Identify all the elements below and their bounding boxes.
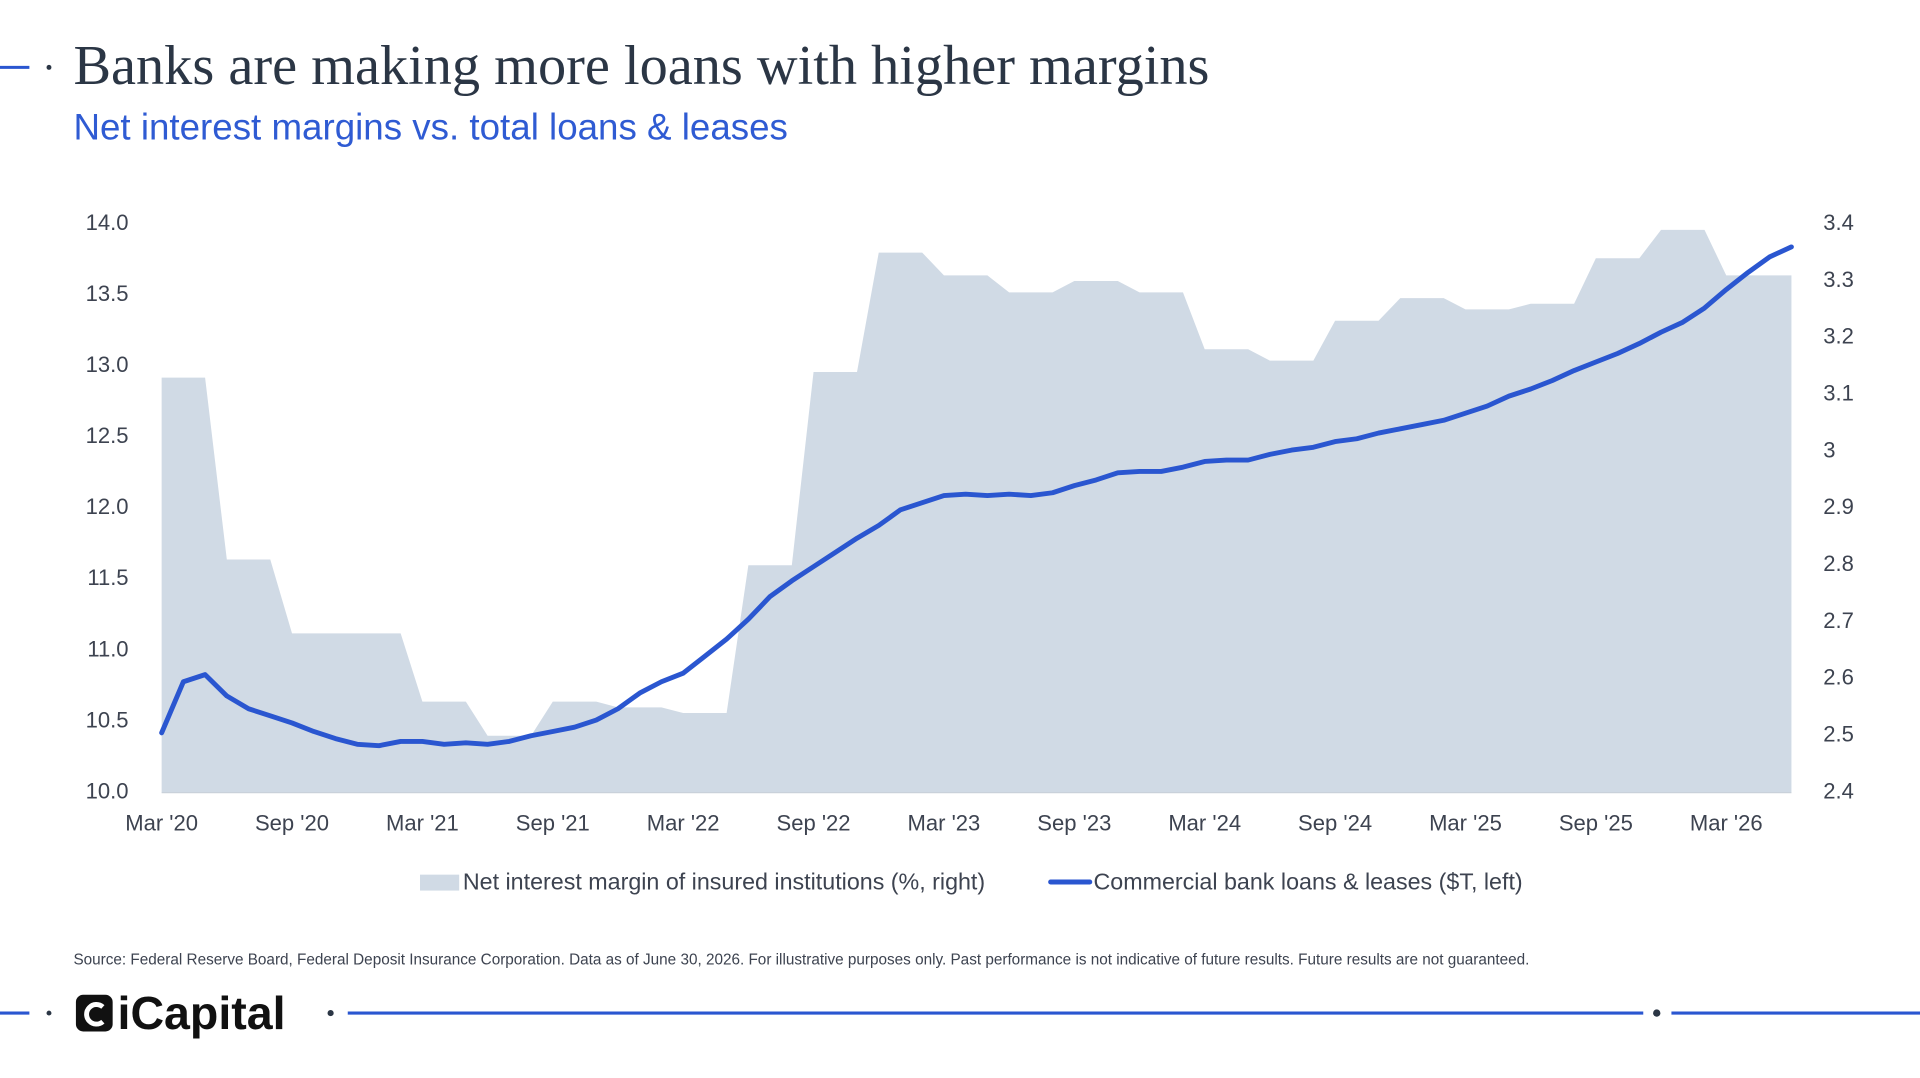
y-tick-label: 13.5 <box>86 281 129 306</box>
x-tick-label: Mar '26 <box>1690 810 1763 835</box>
y2-tick-label: 2.4 <box>1823 778 1854 803</box>
x-tick-label: Mar '20 <box>125 810 198 835</box>
y-tick-label: 11.0 <box>87 636 128 661</box>
x-tick-label: Mar '24 <box>1168 810 1241 835</box>
x-tick-label: Mar '23 <box>908 810 981 835</box>
legend-label: Net interest margin of insured instituti… <box>463 868 985 894</box>
logo-icon-mark <box>84 1002 105 1027</box>
x-tick-label: Sep '25 <box>1559 810 1633 835</box>
chart-subtitle: Net interest margins vs. total loans & l… <box>73 107 787 148</box>
y2-tick-label: 2.5 <box>1823 722 1854 747</box>
logo-icon <box>75 994 113 1032</box>
y-tick-label: 12.5 <box>86 423 129 448</box>
y2-tick-label: 3 <box>1823 437 1835 462</box>
x-tick-label: Mar '25 <box>1429 810 1502 835</box>
x-tick-label: Sep '24 <box>1298 810 1372 835</box>
y2-tick-label: 3.4 <box>1823 210 1854 235</box>
logo-text: iCapital <box>118 987 286 1039</box>
y-tick-label: 13.0 <box>86 352 129 377</box>
decor-dot <box>46 64 52 70</box>
y2-tick-label: 3.1 <box>1823 381 1854 406</box>
decor-dot <box>1653 1009 1661 1017</box>
y2-tick-label: 3.2 <box>1823 324 1854 349</box>
y2-tick-label: 2.7 <box>1823 608 1854 633</box>
x-tick-label: Sep '21 <box>516 810 590 835</box>
x-tick-label: Mar '21 <box>386 810 459 835</box>
x-tick-label: Sep '20 <box>255 810 329 835</box>
y-tick-label: 12.0 <box>86 494 129 519</box>
y-tick-label: 10.5 <box>86 707 129 732</box>
x-tick-label: Sep '23 <box>1037 810 1111 835</box>
y2-tick-label: 3.3 <box>1823 267 1854 292</box>
y2-tick-label: 2.9 <box>1823 494 1854 519</box>
y2-tick-label: 2.6 <box>1823 665 1854 690</box>
chart-title: Banks are making more loans with higher … <box>73 35 1209 97</box>
y-tick-label: 14.0 <box>86 210 129 235</box>
legend-swatch <box>420 874 460 891</box>
source-note: Source: Federal Reserve Board, Federal D… <box>73 951 1529 968</box>
y-tick-label: 11.5 <box>87 565 128 590</box>
legend-label: Commercial bank loans & leases ($T, left… <box>1093 868 1522 894</box>
y-tick-label: 10.0 <box>86 778 129 803</box>
y2-tick-label: 2.8 <box>1823 551 1854 576</box>
decor-dot <box>46 1010 52 1016</box>
area <box>161 229 1792 793</box>
decor-dot <box>327 1010 334 1017</box>
x-tick-label: Mar '22 <box>647 810 720 835</box>
line <box>159 244 1794 749</box>
x-tick-label: Sep '22 <box>777 810 851 835</box>
